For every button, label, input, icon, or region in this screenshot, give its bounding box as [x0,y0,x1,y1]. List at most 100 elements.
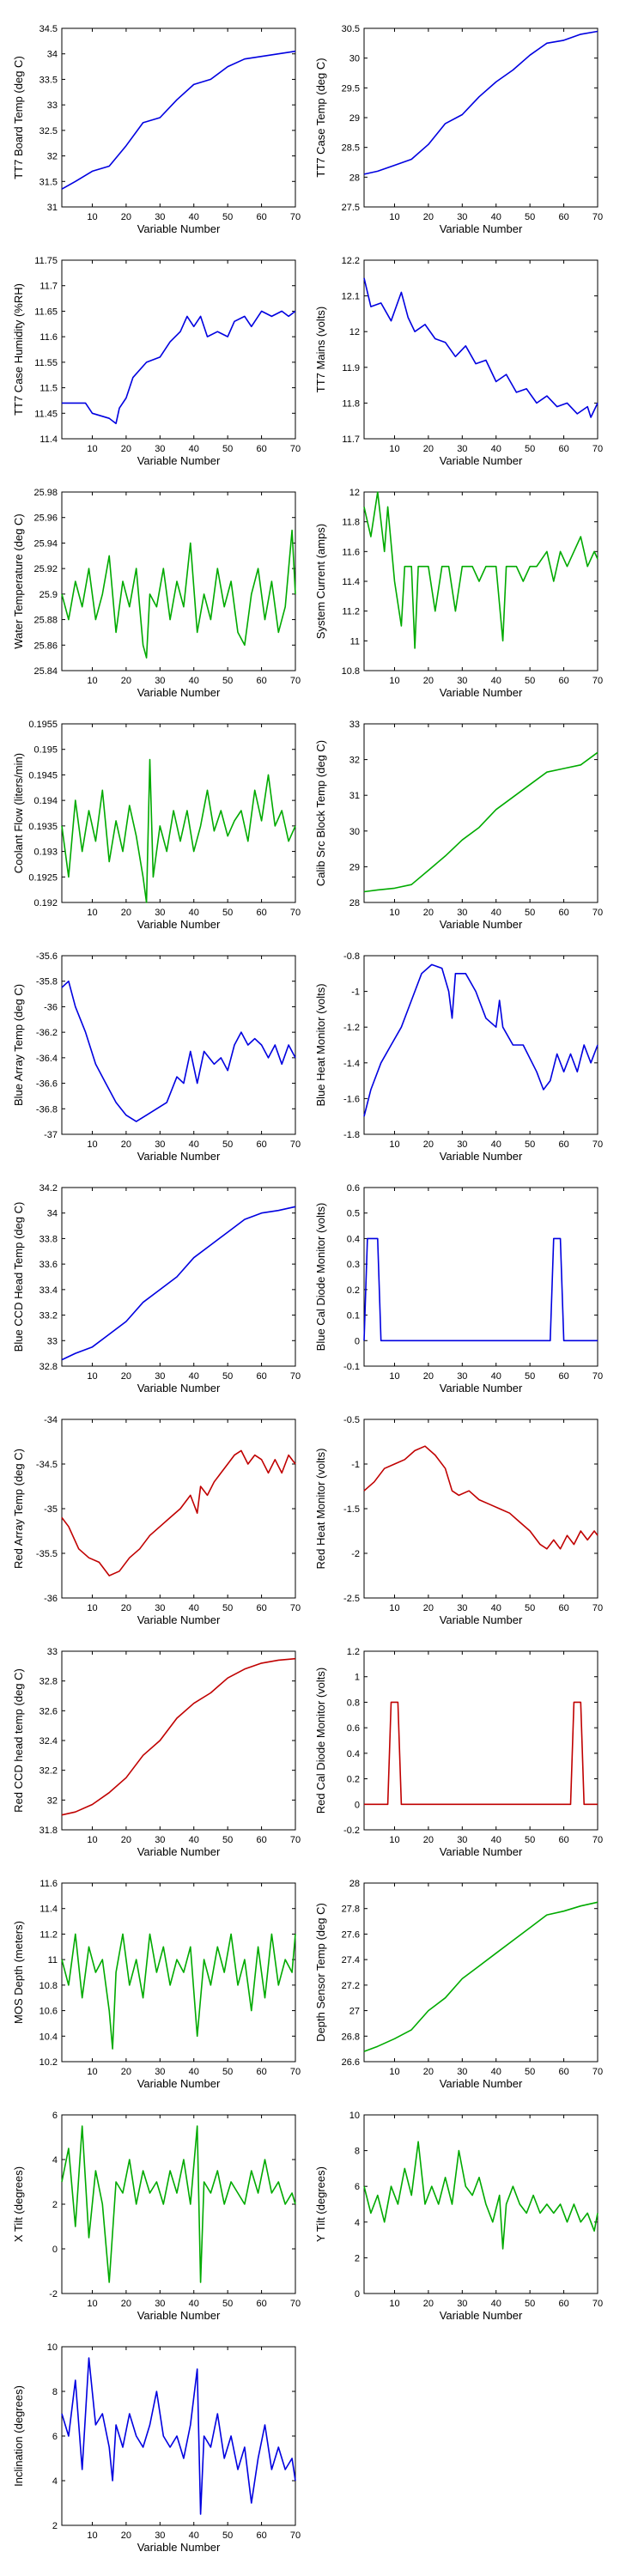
y-tick-label: 25.88 [33,616,58,626]
series-line [61,1933,296,2050]
y-tick-label: 32 [47,152,58,162]
y-tick-label: 11.45 [34,409,58,419]
y-axis-label: Y Tilt (degrees) [314,2166,327,2242]
x-tick-label: 30 [155,2067,165,2077]
x-tick-label: 10 [87,2067,97,2077]
y-tick-label: -34 [44,1415,58,1425]
x-tick-label: 30 [457,1139,467,1150]
y-tick-label: 10.4 [39,2032,58,2042]
y-tick-label: 11 [350,636,360,647]
x-tick-label: 20 [423,1139,434,1150]
x-tick-label: 20 [423,2067,434,2077]
x-tick-label: 30 [155,1835,165,1845]
x-tick-label: 10 [87,1371,97,1382]
x-tick-label: 60 [256,1603,266,1613]
y-tick-label: -35.8 [36,977,58,987]
plot-frame [61,1419,296,1599]
y-tick-label: 2 [52,2521,58,2531]
y-tick-label: -1 [351,1460,360,1470]
x-tick-label: 70 [290,1835,301,1845]
y-tick-label: 28 [349,173,360,183]
y-tick-label: -0.5 [343,1415,360,1425]
x-tick-label: 40 [491,1139,501,1150]
x-tick-label: 40 [491,1603,501,1613]
y-tick-label: -0.2 [343,1826,360,1836]
y-tick-label: 11.65 [34,307,58,317]
x-tick-label: 60 [558,212,568,222]
y-tick-label: 25.9 [39,590,58,600]
y-tick-label: 25.94 [33,538,58,549]
y-tick-label: 10.6 [39,2007,58,2017]
series-line [363,1237,598,1342]
y-tick-label: 0 [52,2245,58,2255]
y-tick-label: 0.193 [33,848,58,858]
x-tick-label: 30 [155,1139,165,1150]
chart-panel: 11.7 11.8 11.9 12 12.1 12.2 10 20 30 40 50 60 70 Vari… [314,256,603,467]
x-tick-label: 10 [389,2299,399,2309]
series-line [363,30,598,175]
plot-frame [363,1187,598,1367]
y-tick-label: -1.2 [343,1023,360,1033]
x-axis-label: Variable Number [440,1150,523,1163]
x-tick-label: 40 [189,1603,199,1613]
y-tick-label: 33.2 [39,1311,58,1321]
x-tick-label: 70 [592,1371,603,1382]
y-tick-label: 33.6 [39,1260,58,1270]
y-axis-label: Red Cal Diode Monitor (volts) [314,1668,327,1814]
y-tick-label: 28.5 [342,143,360,154]
x-tick-label: 10 [87,2299,97,2309]
series-line [61,758,296,903]
y-tick-label: 31.5 [39,177,58,187]
x-tick-label: 20 [121,2530,131,2541]
x-tick-label: 50 [222,2530,233,2541]
y-tick-label: 31 [349,791,360,801]
y-tick-label: 0.1955 [28,720,58,730]
y-tick-label: 0.6 [347,1183,360,1194]
chart-panel: -36 -35.5 -35 -34.5 -34 10 20 30 40 50 60 70 Variabl… [12,1415,301,1626]
y-tick-label: 4 [52,2155,58,2166]
y-tick-label: -36.4 [36,1054,58,1064]
x-tick-label: 10 [389,1603,399,1613]
x-tick-label: 20 [423,212,434,222]
y-tick-label: 33.5 [39,75,58,85]
y-tick-label: -34.5 [36,1460,58,1470]
plot-frame [61,27,296,208]
x-tick-label: 70 [290,1371,301,1382]
y-tick-label: 29 [349,862,360,872]
y-tick-label: 2 [52,2200,58,2210]
y-tick-label: 4 [52,2476,58,2487]
x-axis-label: Variable Number [440,1382,523,1394]
y-tick-label: 1 [355,1673,360,1683]
y-tick-label: 0.2 [347,1775,360,1785]
chart-panel: 32.8 33 33.2 33.4 33.6 33.8 34 34.2 10 20 30 40 50 60… [12,1183,301,1394]
y-tick-label: 32.6 [39,1706,58,1716]
x-tick-label: 50 [525,2299,535,2309]
x-tick-label: 70 [290,908,301,918]
x-tick-label: 30 [155,212,165,222]
series-line [363,963,598,1117]
x-tick-label: 50 [525,676,535,686]
y-tick-label: 12 [349,488,360,498]
x-tick-label: 40 [189,2530,199,2541]
x-tick-label: 50 [222,1835,233,1845]
y-axis-label: System Current (amps) [314,524,327,639]
y-axis-label: MOS Depth (meters) [12,1921,25,2024]
x-tick-label: 60 [558,676,568,686]
series-line [363,491,598,649]
y-tick-label: 33 [47,100,58,111]
x-tick-label: 20 [423,1603,434,1613]
x-axis-label: Variable Number [137,686,221,699]
y-tick-label: 11.4 [39,1905,58,1915]
plot-frame [363,2114,598,2294]
y-axis-label: Blue Heat Monitor (volts) [314,983,327,1106]
x-tick-label: 60 [256,1371,266,1382]
x-tick-label: 30 [155,1603,165,1613]
x-tick-label: 20 [121,1139,131,1150]
y-tick-label: 30.5 [342,24,360,34]
y-tick-label: -1.8 [343,1130,360,1140]
y-tick-label: 28 [349,898,360,908]
x-tick-label: 20 [121,444,131,454]
y-tick-label: 0.6 [347,1723,360,1734]
x-axis-label: Variable Number [137,222,221,235]
